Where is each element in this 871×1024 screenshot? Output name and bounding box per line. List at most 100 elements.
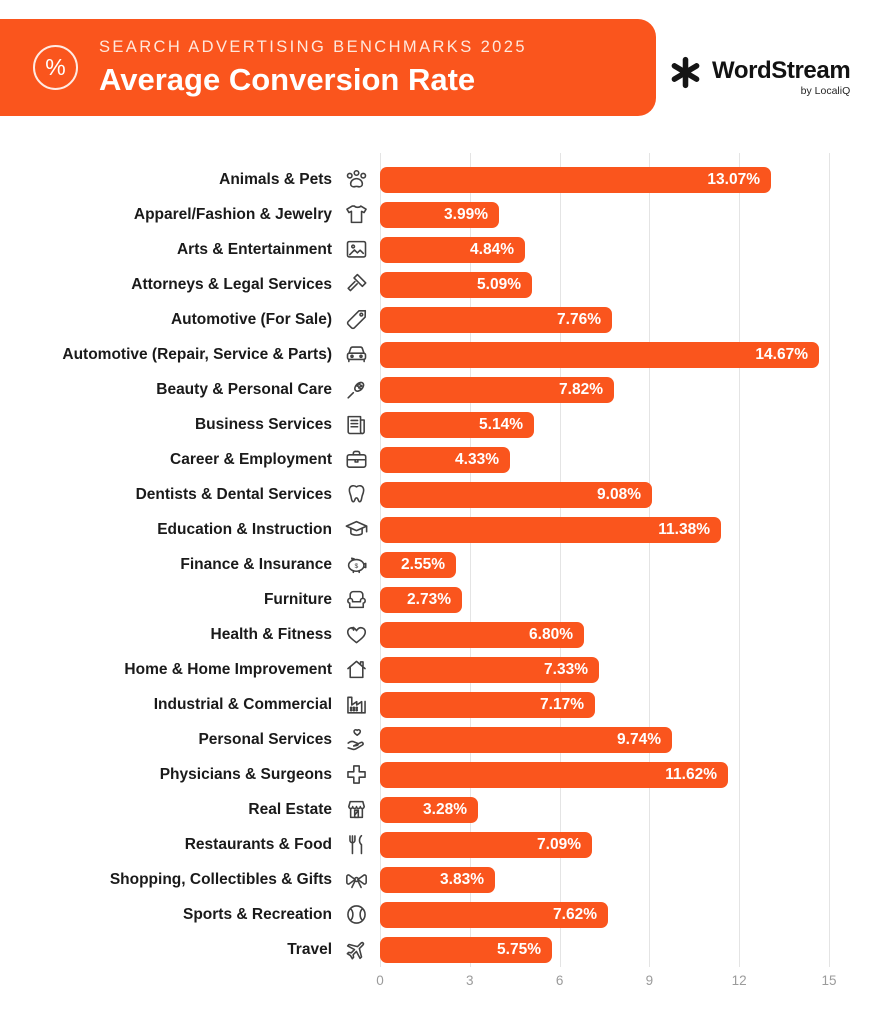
price-tag-icon [332, 306, 380, 333]
bar: 9.08% [380, 481, 652, 508]
bar-value-label: 5.75% [497, 940, 541, 958]
bar: 2.73% [380, 586, 462, 613]
newspaper-icon [332, 411, 380, 438]
chart-row: Attorneys & Legal Services 5.09% [0, 267, 871, 302]
bar: 3.99% [380, 201, 499, 228]
gridline [649, 153, 651, 967]
logo-name: WordStream [712, 57, 851, 84]
gridline [739, 153, 741, 967]
category-label: Finance & Insurance [180, 555, 332, 573]
chart-row: Education & Instruction 11.38% [0, 512, 871, 547]
gift-bow-icon [332, 866, 380, 893]
briefcase-icon [332, 446, 380, 473]
bar-value-label: 3.99% [444, 205, 488, 223]
percent-icon: % [33, 45, 78, 90]
hairbrush-icon [332, 376, 380, 403]
category-label: Beauty & Personal Care [156, 380, 332, 398]
bar: 4.84% [380, 236, 525, 263]
gridline [559, 153, 561, 967]
bar-value-label: 3.28% [423, 800, 467, 818]
chart-row: Beauty & Personal Care 7.82% [0, 372, 871, 407]
armchair-icon [332, 586, 380, 613]
chart-row: Animals & Pets 13.07% [0, 162, 871, 197]
x-axis-tick-label: 12 [731, 973, 747, 988]
category-label: Travel [287, 940, 332, 958]
gridline [829, 153, 830, 967]
bar-value-label: 4.84% [470, 240, 514, 258]
chart-row: Travel 5.75% [0, 932, 871, 967]
category-label: Automotive (For Sale) [170, 310, 332, 328]
header-banner: % SEARCH ADVERTISING BENCHMARKS 2025 Ave… [0, 19, 656, 116]
bar: 5.09% [380, 271, 532, 298]
header-eyebrow: SEARCH ADVERTISING BENCHMARKS 2025 [99, 37, 527, 56]
x-axis-tick-label: 3 [466, 973, 474, 988]
category-label: Restaurants & Food [184, 835, 332, 853]
chart-row: Sports & Recreation 7.62% [0, 897, 871, 932]
chart-row: Automotive (For Sale) 7.76% [0, 302, 871, 337]
bar: 3.83% [380, 866, 495, 893]
bar-value-label: 13.07% [707, 170, 760, 188]
bar: 4.33% [380, 446, 510, 473]
header-text: SEARCH ADVERTISING BENCHMARKS 2025 Avera… [99, 38, 527, 98]
paw-icon [332, 166, 380, 193]
gavel-icon [332, 271, 380, 298]
chart-row: Industrial & Commercial 7.17% [0, 687, 871, 722]
bar-value-label: 3.83% [440, 870, 484, 888]
wordstream-asterisk-icon [671, 56, 700, 89]
bar-value-label: 9.74% [617, 730, 661, 748]
x-axis-tick-label: 0 [376, 973, 384, 988]
svg-text:$: $ [354, 563, 358, 570]
wordstream-logo: WordStream by LocaliQ [667, 53, 851, 97]
car-icon [332, 341, 380, 368]
bar-value-label: 2.55% [401, 555, 445, 573]
tshirt-icon [332, 201, 380, 228]
bar: 14.67% [380, 341, 819, 368]
chart-row: Physicians & Surgeons 11.62% [0, 757, 871, 792]
category-label: Shopping, Collectibles & Gifts [109, 870, 332, 888]
graduation-cap-icon [332, 516, 380, 543]
bar: 7.33% [380, 656, 599, 683]
bar-value-label: 7.33% [544, 660, 588, 678]
cutlery-icon [332, 831, 380, 858]
category-label: Furniture [263, 590, 332, 608]
gridline [469, 153, 471, 967]
bar-value-label: 9.08% [597, 485, 641, 503]
chart-row: Personal Services 9.74% [0, 722, 871, 757]
bar-value-label: 4.33% [455, 450, 499, 468]
bar-value-label: 5.14% [479, 415, 523, 433]
x-axis-tick-label: 9 [645, 973, 654, 988]
bar: 11.62% [380, 761, 728, 788]
bar-value-label: 7.09% [537, 835, 581, 853]
category-label: Career & Employment [170, 450, 332, 468]
bar-value-label: 7.17% [540, 695, 584, 713]
x-axis-tick-label: 15 [821, 973, 837, 988]
chart-row: Apparel/Fashion & Jewelry 3.99% [0, 197, 871, 232]
bar: 3.28% [380, 796, 478, 823]
category-label: Attorneys & Legal Services [131, 275, 332, 293]
chart-row: Home & Home Improvement 7.33% [0, 652, 871, 687]
bar-value-label: 11.38% [658, 520, 710, 538]
hand-heart-icon [332, 726, 380, 753]
category-label: Health & Fitness [210, 625, 332, 643]
bar: 7.09% [380, 831, 592, 858]
bar: 7.17% [380, 691, 595, 718]
bar: 13.07% [380, 166, 771, 193]
category-label: Dentists & Dental Services [135, 485, 332, 503]
bar-value-label: 7.82% [559, 380, 603, 398]
bar: 5.75% [380, 936, 552, 963]
tooth-icon [332, 481, 380, 508]
chart-rows: Animals & Pets 13.07% Apparel/Fashion & Je… [0, 162, 871, 967]
chart-row: Restaurants & Food 7.09% [0, 827, 871, 862]
bar-value-label: 14.67% [755, 345, 808, 363]
bar-value-label: 2.73% [407, 590, 451, 608]
bar: 5.14% [380, 411, 534, 438]
chart-row: Furniture 2.73% [0, 582, 871, 617]
bar: 6.80% [380, 621, 584, 648]
heart-plus-icon [332, 621, 380, 648]
category-label: Arts & Entertainment [176, 240, 332, 258]
chart-row: Dentists & Dental Services 9.08% [0, 477, 871, 512]
category-label: Animals & Pets [219, 170, 332, 188]
x-axis-tick-label: 6 [555, 973, 564, 988]
category-label: Physicians & Surgeons [159, 765, 332, 783]
category-label: Apparel/Fashion & Jewelry [133, 205, 332, 223]
